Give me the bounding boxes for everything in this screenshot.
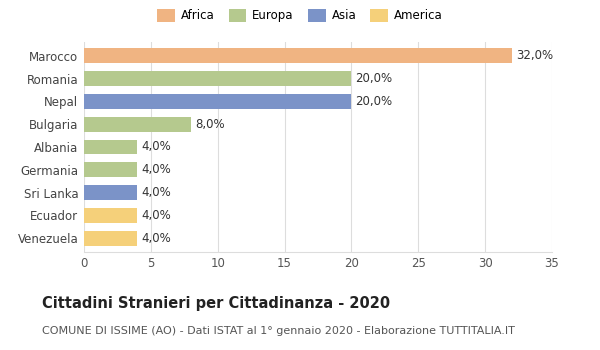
Bar: [84, 48, 512, 63]
Text: Cittadini Stranieri per Cittadinanza - 2020: Cittadini Stranieri per Cittadinanza - 2…: [42, 296, 390, 311]
Text: 4,0%: 4,0%: [142, 186, 171, 199]
Text: COMUNE DI ISSIME (AO) - Dati ISTAT al 1° gennaio 2020 - Elaborazione TUTTITALIA.: COMUNE DI ISSIME (AO) - Dati ISTAT al 1°…: [42, 326, 515, 336]
Bar: [84, 162, 137, 177]
Bar: [84, 94, 352, 109]
Text: 20,0%: 20,0%: [355, 95, 392, 108]
Text: 8,0%: 8,0%: [195, 118, 224, 131]
Bar: [84, 71, 352, 86]
Bar: [84, 231, 137, 246]
Text: 32,0%: 32,0%: [516, 49, 553, 62]
Bar: [84, 185, 137, 200]
Text: 20,0%: 20,0%: [355, 72, 392, 85]
Text: 4,0%: 4,0%: [142, 163, 171, 176]
Bar: [84, 117, 191, 132]
Bar: [84, 208, 137, 223]
Legend: Africa, Europa, Asia, America: Africa, Europa, Asia, America: [154, 6, 446, 26]
Text: 4,0%: 4,0%: [142, 209, 171, 222]
Text: 4,0%: 4,0%: [142, 140, 171, 154]
Text: 4,0%: 4,0%: [142, 232, 171, 245]
Bar: [84, 140, 137, 154]
